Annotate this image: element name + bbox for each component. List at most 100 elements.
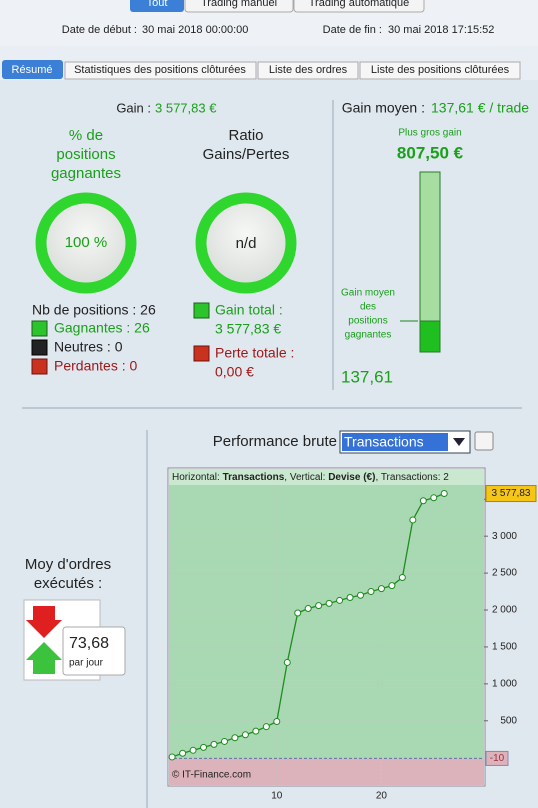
start-date: 30 mai 2018 00:00:00 (142, 24, 248, 36)
x-tick-label: 20 (376, 791, 388, 802)
chart-header-text: Horizontal: Transactions, Vertical: Devi… (172, 472, 449, 483)
select-arrow[interactable] (453, 438, 465, 446)
tab-label[interactable]: Liste des positions clôturées (371, 64, 510, 76)
y-tick-label: 2 500 (492, 568, 517, 579)
avg-win: 137,61 (341, 367, 393, 386)
header-part: , Vertical: (284, 472, 328, 483)
point (398, 574, 406, 582)
tab-manuel[interactable] (184, 0, 294, 13)
start-label: Date de début : (62, 24, 137, 36)
tab-label[interactable]: Trading manuel (201, 0, 277, 9)
tab[interactable] (359, 61, 521, 80)
gain-moyen: 137,61 € / trade (431, 100, 529, 116)
avg-win-label: Gain moyen (341, 288, 395, 299)
gain-label: Gain : (116, 100, 151, 115)
legend-entry: Neutres : 0 (54, 339, 123, 355)
down-arrow (26, 606, 62, 638)
pct-title: gagnantes (51, 165, 121, 182)
orders-value: 73,68 (69, 635, 109, 652)
point (283, 658, 291, 666)
legend-swatch (193, 302, 210, 319)
point (168, 753, 176, 761)
tab[interactable] (64, 61, 257, 80)
point (189, 746, 197, 754)
legend-swatch (193, 345, 210, 362)
tab-label[interactable]: Tout (147, 0, 168, 9)
baseline-tag (485, 750, 509, 766)
tab-tout[interactable] (130, 0, 184, 12)
orders-label: Moy d'ordres (25, 556, 111, 573)
point (220, 737, 228, 745)
y-tick-label: 3 000 (492, 531, 517, 542)
tab-auto[interactable] (293, 0, 425, 13)
select-value[interactable]: Transactions (344, 434, 424, 450)
perte-label: Perte totale : (215, 345, 294, 361)
perte-value: 0,00 € (215, 364, 254, 380)
tab-label[interactable]: Trading automatique (309, 0, 410, 9)
point (440, 490, 448, 498)
select-highlight[interactable] (342, 433, 448, 451)
point (409, 516, 417, 524)
pct-value: 100 % (65, 234, 108, 251)
point (231, 734, 239, 742)
baseline-label: -10 (490, 753, 505, 764)
legend-swatch (31, 339, 48, 356)
nb-positions: Nb de positions : 26 (32, 302, 156, 318)
orders-unit: par jour (69, 658, 104, 669)
tab-label[interactable]: Résumé (12, 64, 53, 76)
point (336, 596, 344, 604)
last-value-label: 3 577,83 (492, 488, 531, 499)
gain-total-label: Gain total : (215, 302, 283, 318)
point (210, 740, 218, 748)
gain-moyen-label: Gain moyen : (342, 100, 425, 116)
tab-label[interactable]: Liste des ordres (269, 64, 348, 76)
point (377, 585, 385, 593)
credit: © IT-Finance.com (172, 770, 251, 781)
negative-area (169, 758, 484, 785)
tab-label[interactable]: Statistiques des positions clôturées (74, 64, 246, 76)
max-gain: 807,50 € (397, 143, 464, 162)
gauge-fill (419, 320, 441, 353)
pct-title: positions (56, 146, 115, 163)
x-tick-label: 10 (271, 791, 283, 802)
point (430, 494, 438, 502)
up-arrow (26, 642, 62, 674)
last-value-tag (485, 485, 537, 503)
legend-swatch (31, 358, 48, 375)
avg-win-label: gagnantes (345, 330, 392, 341)
y-tick-label: 1 000 (492, 678, 517, 689)
legend-entry: Perdantes : 0 (54, 358, 137, 374)
gain-total: 3 577,83 € (215, 321, 281, 337)
gain-value: 3 577,83 € (155, 100, 217, 115)
pct-ring (35, 192, 137, 294)
settings-button[interactable] (474, 431, 494, 451)
header-part: Devise (€) (328, 472, 375, 483)
point (419, 497, 427, 505)
orders-box (62, 626, 126, 676)
chart-header (169, 469, 484, 485)
point (262, 723, 270, 731)
point (252, 727, 260, 735)
end-label: Date de fin : (323, 24, 382, 36)
tab-resume[interactable] (2, 60, 63, 79)
ratio-title: Ratio (228, 127, 263, 144)
point (325, 599, 333, 607)
max-gain-label: Plus gros gain (398, 128, 461, 139)
end-date: 30 mai 2018 17:15:52 (388, 24, 494, 36)
point (241, 731, 249, 739)
tab[interactable] (257, 61, 359, 80)
ratio-value: n/d (236, 235, 257, 252)
orders-label: exécutés : (34, 575, 102, 592)
y-tick-label: 500 (500, 715, 517, 726)
point (346, 593, 354, 601)
legend-entry: Gagnantes : 26 (54, 320, 150, 336)
point (273, 718, 281, 726)
point (357, 591, 365, 599)
header-part: Transactions (223, 472, 285, 483)
point (179, 749, 187, 757)
legend-swatch (31, 320, 48, 337)
point (304, 605, 312, 613)
y-tick-label: 2 000 (492, 605, 517, 616)
